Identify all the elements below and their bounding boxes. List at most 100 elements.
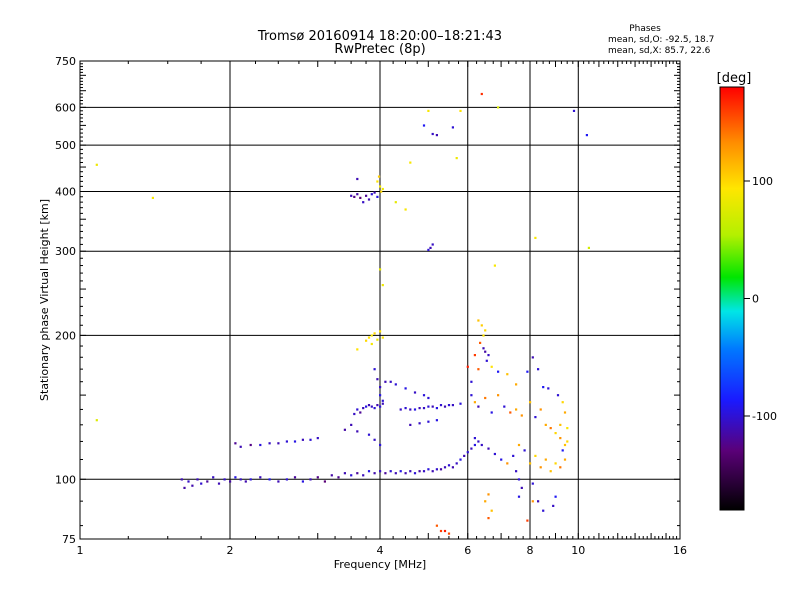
data-point (285, 440, 288, 443)
data-point (422, 407, 426, 410)
data-point (484, 396, 487, 400)
data-point (259, 476, 262, 479)
data-point (187, 480, 190, 483)
data-point (549, 470, 552, 473)
data-point (399, 408, 402, 411)
data-point (259, 443, 262, 447)
data-point (381, 187, 384, 191)
data-point (484, 500, 487, 503)
data-point (356, 408, 359, 411)
data-points (95, 92, 590, 535)
data-point (549, 427, 552, 430)
data-point (431, 405, 434, 408)
data-point (95, 163, 98, 166)
data-point (376, 195, 379, 198)
data-point (447, 404, 451, 407)
x-tick-label: 6 (464, 544, 471, 557)
data-point (490, 365, 493, 368)
data-point (487, 517, 490, 520)
y-tick-label: 200 (55, 329, 76, 342)
data-point (497, 370, 500, 373)
data-point (523, 449, 526, 452)
data-point (439, 529, 443, 533)
data-point (529, 401, 532, 404)
data-point (379, 394, 382, 397)
data-point (413, 472, 417, 475)
data-point (517, 478, 521, 481)
data-point (487, 493, 490, 496)
data-point (379, 330, 382, 333)
data-point (515, 408, 518, 411)
data-point (309, 478, 312, 481)
data-point (365, 405, 368, 408)
data-point (490, 509, 493, 512)
data-point (367, 404, 371, 407)
colorbar-ticks: 100 0 -100 (744, 175, 777, 423)
data-point (531, 356, 534, 359)
data-point (482, 334, 485, 337)
minor-ticks (80, 61, 680, 539)
data-point (542, 509, 545, 512)
data-point (534, 416, 537, 419)
data-point (544, 458, 547, 461)
data-point (470, 380, 473, 383)
data-point (466, 365, 469, 368)
data-point (244, 480, 247, 483)
data-point (95, 419, 98, 422)
data-point (384, 380, 387, 383)
data-point (534, 236, 537, 239)
data-point (559, 466, 562, 469)
data-point (443, 405, 447, 408)
data-point (529, 462, 532, 465)
data-point (587, 246, 590, 249)
data-point (427, 396, 430, 400)
data-point (293, 476, 297, 479)
data-point (404, 208, 407, 211)
data-point (459, 458, 462, 461)
data-point (379, 268, 382, 271)
data-point (539, 408, 542, 411)
data-point (249, 478, 252, 481)
data-point (500, 458, 503, 461)
data-point (451, 404, 454, 407)
y-axis-label: Stationary phase Virtual Height [km] (38, 199, 51, 401)
data-point (413, 408, 417, 411)
data-point (547, 387, 550, 390)
data-point (429, 246, 432, 249)
data-point (394, 472, 397, 475)
data-point (439, 404, 443, 407)
data-point (418, 470, 421, 473)
data-point (493, 452, 496, 456)
chart-title-line-2: RwPretec (8p) (334, 42, 425, 57)
colorbar-tick-label: 0 (752, 293, 759, 306)
data-point (379, 443, 382, 447)
data-point (379, 405, 382, 408)
data-point (373, 368, 376, 371)
data-point (404, 407, 407, 410)
stats-line-x: mean, sd,X: 85.7, 22.6 (608, 46, 711, 56)
data-point (455, 157, 458, 160)
data-point (350, 194, 353, 197)
data-point (409, 161, 412, 164)
data-point (301, 480, 304, 483)
data-point (431, 470, 434, 473)
y-tick-label: 100 (55, 473, 76, 486)
data-point (531, 500, 534, 503)
data-point (277, 442, 280, 445)
data-point (531, 482, 534, 485)
data-point (427, 405, 430, 408)
y-tick-label: 300 (55, 245, 76, 258)
data-point (268, 442, 271, 445)
x-tick-label: 2 (227, 544, 234, 557)
y-tick-label: 600 (55, 101, 76, 114)
data-point (373, 407, 376, 410)
data-point (367, 336, 371, 339)
data-point (376, 180, 379, 183)
data-point (422, 394, 426, 397)
data-point (506, 462, 509, 465)
data-point (506, 373, 509, 376)
data-point (554, 462, 557, 465)
data-point (556, 394, 560, 397)
data-point (544, 423, 547, 426)
